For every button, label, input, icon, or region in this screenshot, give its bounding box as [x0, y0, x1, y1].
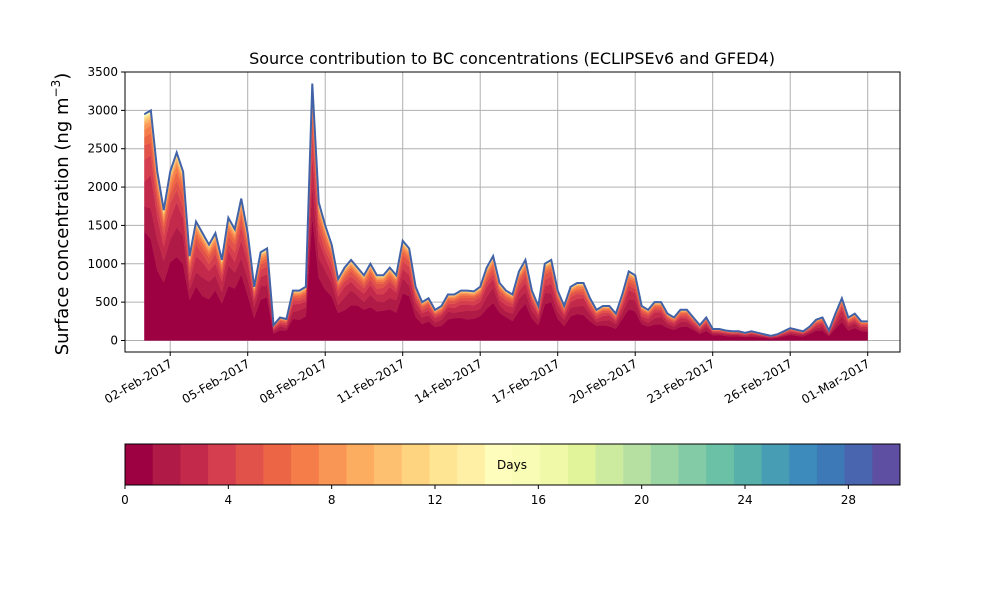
- colorbar-swatch: [180, 444, 209, 485]
- colorbar-swatch: [291, 444, 320, 485]
- plot-frame: [124, 71, 901, 353]
- colorbar-swatch: [540, 444, 569, 485]
- x-tick-label: 26-Feb-2017: [722, 356, 795, 406]
- colorbar-swatch: [733, 444, 763, 485]
- colorbar-swatch: [844, 444, 873, 485]
- colorbar-tick-label: 0: [121, 493, 129, 507]
- x-tick-label: 14-Feb-2017: [412, 356, 485, 406]
- x-tick-label: 17-Feb-2017: [490, 356, 563, 406]
- x-tick-label: 23-Feb-2017: [645, 356, 718, 406]
- colorbar-swatch: [512, 444, 541, 485]
- colorbar-swatch: [263, 444, 292, 485]
- x-tick-label: 08-Feb-2017: [257, 356, 330, 406]
- colorbar-tick-label: 24: [737, 493, 752, 507]
- colorbar-swatch: [401, 444, 430, 485]
- y-tick-label: 2500: [87, 142, 118, 156]
- colorbar-swatch: [235, 444, 264, 485]
- y-tick-label: 0: [110, 333, 118, 347]
- colorbar-swatch: [650, 444, 680, 485]
- colorbar-tick-label: 4: [225, 493, 233, 507]
- colorbar-swatch: [706, 444, 735, 485]
- y-tick-label: 2000: [87, 180, 118, 194]
- colorbar-swatch: [484, 444, 513, 485]
- colorbar-swatch: [872, 444, 901, 485]
- colorbar-swatch: [789, 444, 818, 485]
- colorbar-swatch: [346, 444, 375, 485]
- colorbar-swatch: [678, 444, 707, 485]
- colorbar-swatch: [457, 444, 486, 485]
- colorbar-label: Days: [497, 458, 527, 472]
- colorbar-swatch: [595, 444, 624, 485]
- x-tick-label: 05-Feb-2017: [180, 356, 253, 406]
- y-axis-label: Surface concentration (ng m−3): [49, 73, 73, 356]
- colorbar-swatch: [761, 444, 790, 485]
- colorbar-swatch: [152, 444, 181, 485]
- colorbar-tick-label: 16: [531, 493, 546, 507]
- x-tick-label: 20-Feb-2017: [567, 356, 640, 406]
- y-tick-label: 1000: [87, 257, 118, 271]
- colorbar-tick-label: 28: [841, 493, 856, 507]
- chart-title: Source contribution to BC concentrations…: [249, 49, 775, 68]
- x-tick-label: 11-Feb-2017: [335, 356, 408, 406]
- colorbar-swatch: [125, 444, 154, 485]
- x-tick-label: 02-Feb-2017: [102, 356, 175, 406]
- colorbar-swatch: [816, 444, 846, 485]
- colorbar-swatch: [567, 444, 597, 485]
- y-tick-label: 3500: [87, 65, 118, 79]
- colorbar-swatch: [623, 444, 652, 485]
- colorbar-swatch: [208, 444, 237, 485]
- colorbar-swatch: [318, 444, 347, 485]
- total-outline: [143, 83, 868, 337]
- y-tick-label: 3000: [87, 103, 118, 117]
- colorbar-frame: [124, 443, 901, 486]
- colorbar-tick-label: 12: [427, 493, 442, 507]
- y-tick-label: 500: [95, 295, 118, 309]
- colorbar-swatch: [374, 444, 403, 485]
- y-tick-label: 1500: [87, 218, 118, 232]
- colorbar-swatch: [429, 444, 458, 485]
- colorbar-tick-label: 20: [634, 493, 649, 507]
- colorbar-tick-label: 8: [328, 493, 336, 507]
- x-tick-label: 01-Mar-2017: [799, 356, 872, 406]
- colorbar: 0 4 8 12 16 20 24 28: [121, 443, 901, 507]
- area-layer: [143, 83, 868, 341]
